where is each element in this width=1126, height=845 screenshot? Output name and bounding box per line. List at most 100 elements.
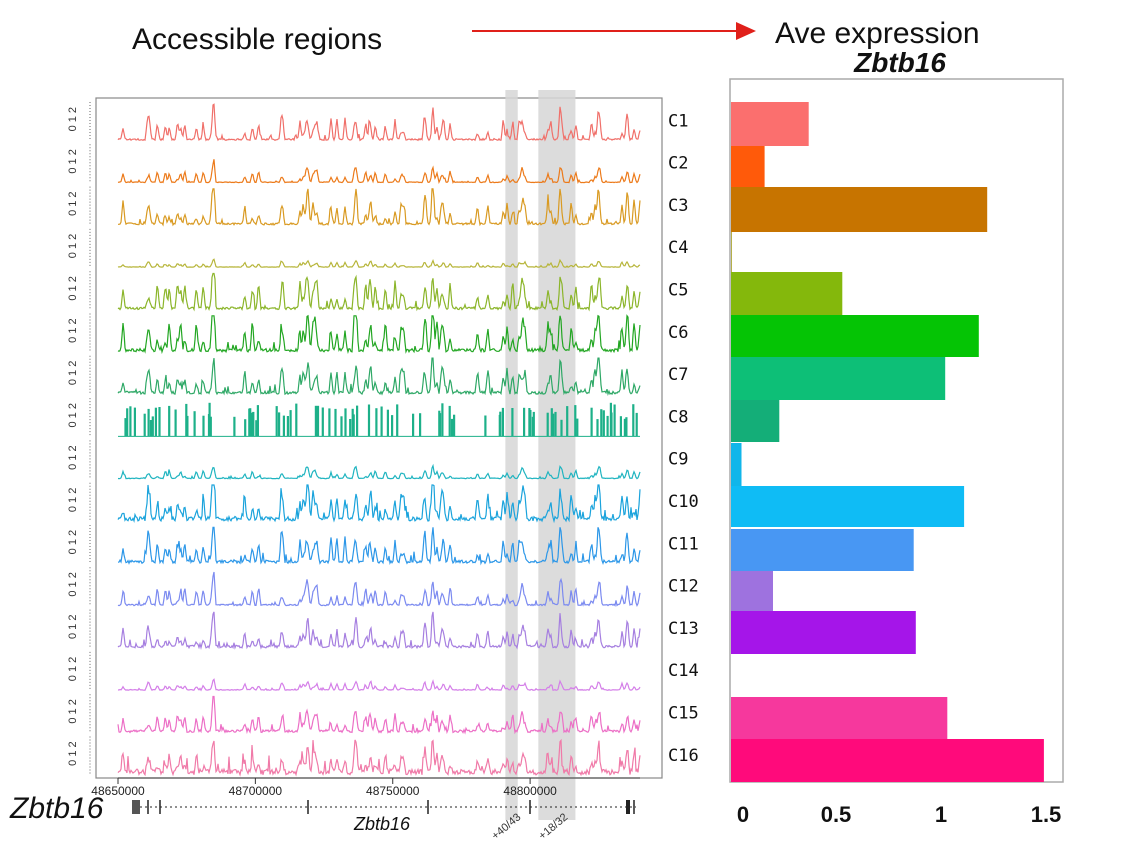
- track-bar-C8: [340, 416, 343, 437]
- expression-bar-C7: [731, 357, 946, 400]
- cluster-label-C10: C10: [668, 492, 699, 512]
- expression-bar-C11: [731, 529, 914, 571]
- expression-bar-C9: [731, 443, 742, 486]
- track-bar-C8: [149, 420, 152, 437]
- track-bar-C8: [602, 410, 605, 437]
- track-C3: [118, 188, 641, 227]
- track-bar-C8: [552, 413, 555, 437]
- track-C10: [117, 484, 641, 524]
- track-bar-C8: [286, 416, 289, 437]
- track-bar-C8: [185, 403, 188, 437]
- track-bar-C8: [124, 418, 127, 437]
- track-bar-C8: [126, 408, 129, 437]
- expression-panel-frame: [729, 78, 1064, 783]
- track-bar-C8: [632, 404, 635, 437]
- cluster-label-C6: C6: [668, 323, 688, 343]
- genome-tick-label-2: 48700000: [229, 784, 283, 798]
- highlight-region-2: [538, 90, 576, 820]
- track-C15: [117, 695, 641, 735]
- track-bar-C8: [499, 411, 502, 437]
- track-C13: [117, 611, 641, 650]
- gene-label: Zbtb16: [9, 792, 104, 825]
- track-bar-C8: [610, 412, 613, 437]
- expression-tick-3: 1: [935, 802, 947, 827]
- track-bar-C8: [314, 405, 317, 437]
- track-bar-C8: [566, 406, 569, 437]
- cluster-label-C8: C8: [668, 407, 688, 427]
- cluster-label-C11: C11: [668, 534, 699, 554]
- track-bar-C8: [158, 407, 161, 437]
- track-bar-C8: [133, 407, 136, 437]
- expression-bar-C2: [731, 146, 765, 188]
- track-bar-C8: [625, 417, 628, 437]
- track-bar-C8: [453, 414, 456, 437]
- highlight-regions: [505, 90, 576, 820]
- expression-tick-2: 0.5: [821, 802, 852, 827]
- cluster-label-C13: C13: [668, 619, 699, 639]
- track-bar-C8: [209, 416, 212, 437]
- track-bar-C8: [334, 408, 337, 437]
- track-bar-C8: [386, 409, 389, 437]
- expression-bar-C10: [731, 486, 965, 527]
- track-bar-C8: [606, 415, 609, 437]
- track-C14: [117, 678, 641, 692]
- track-bar-C8: [391, 415, 394, 437]
- track-bar-C8: [328, 408, 331, 437]
- track-C12: [117, 571, 641, 608]
- expression-bar-C4: [731, 232, 732, 272]
- track-bar-C8: [275, 406, 278, 437]
- cluster-label-C3: C3: [668, 196, 688, 216]
- track-bar-C8: [249, 408, 252, 437]
- expression-bar-C1: [731, 102, 809, 146]
- track-bar-C8: [193, 411, 196, 437]
- y-axis-label-C6: 0 1 2: [67, 318, 79, 342]
- expression-tick-1: 0: [737, 802, 749, 827]
- track-bar-C8: [576, 418, 579, 437]
- ave-expression-heading: Ave expression: [775, 17, 980, 50]
- track-bar-C8: [349, 419, 352, 437]
- track-bar-C8: [256, 405, 259, 437]
- track-bar-C8: [289, 410, 292, 437]
- track-bar-C8: [367, 404, 371, 437]
- y-axis-label-C14: 0 1 2: [67, 657, 79, 681]
- track-bar-C8: [244, 419, 247, 437]
- cluster-label-C15: C15: [668, 704, 699, 724]
- track-bar-C8: [619, 416, 622, 437]
- track-bar-C8: [250, 412, 253, 437]
- genome-tick-label-4: 48800000: [503, 784, 557, 798]
- y-axis-label-C11: 0 1 2: [67, 530, 79, 554]
- track-bar-C8: [233, 416, 236, 437]
- track-bar-C8: [143, 413, 146, 437]
- track-bar-C8: [396, 404, 399, 437]
- track-bar-C8: [635, 412, 638, 437]
- track-C11: [117, 526, 641, 566]
- track-bar-C8: [202, 415, 205, 437]
- track-bar-C8: [441, 403, 444, 437]
- y-axis-label-C7: 0 1 2: [67, 361, 79, 385]
- track-bar-C8: [412, 413, 415, 437]
- cluster-label-C14: C14: [668, 661, 699, 681]
- track-bar-C8: [419, 413, 422, 437]
- y-axis-label-C12: 0 1 2: [67, 572, 79, 596]
- expression-bar-C13: [731, 611, 916, 654]
- y-axis-label-C13: 0 1 2: [67, 615, 79, 639]
- expression-x-ticks: 0 0.5 1 1.5: [737, 802, 1061, 827]
- y-axis-label-C15: 0 1 2: [67, 699, 79, 723]
- expression-tick-4: 1.5: [1031, 802, 1062, 827]
- track-bar-C8: [151, 416, 154, 437]
- genome-tick-label-3: 48750000: [366, 784, 420, 798]
- track-bar-C8: [252, 411, 255, 437]
- y-axis-label-C8: 0 1 2: [67, 403, 79, 427]
- track-bar-C8: [129, 406, 132, 437]
- track-bar-C8: [546, 412, 549, 437]
- track-bar-C8: [523, 407, 526, 437]
- track-C16: [117, 738, 641, 777]
- cluster-label-C7: C7: [668, 365, 688, 385]
- gene-exon-end: [626, 800, 630, 814]
- track-bar-C8: [356, 405, 359, 437]
- track-C7: [117, 357, 641, 397]
- highlight-region-1: [505, 90, 518, 820]
- cluster-label-C16: C16: [668, 746, 699, 766]
- y-axis-label-C16: 0 1 2: [67, 741, 79, 765]
